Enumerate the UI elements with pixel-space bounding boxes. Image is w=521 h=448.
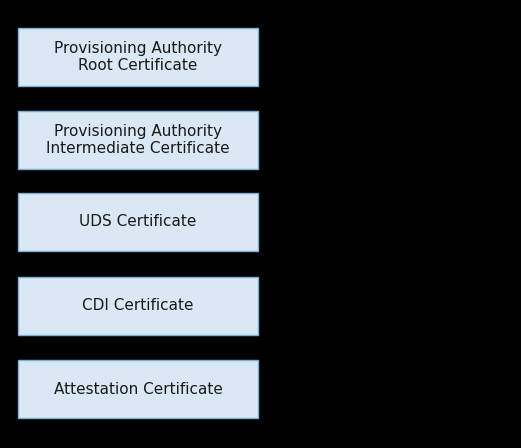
FancyBboxPatch shape <box>18 360 258 418</box>
Text: Provisioning Authority
Root Certificate: Provisioning Authority Root Certificate <box>54 41 222 73</box>
FancyBboxPatch shape <box>18 277 258 335</box>
Text: CDI Certificate: CDI Certificate <box>82 298 194 314</box>
Text: Attestation Certificate: Attestation Certificate <box>54 382 222 396</box>
FancyBboxPatch shape <box>18 28 258 86</box>
FancyBboxPatch shape <box>18 111 258 169</box>
FancyBboxPatch shape <box>18 193 258 251</box>
Text: UDS Certificate: UDS Certificate <box>79 215 197 229</box>
Text: Provisioning Authority
Intermediate Certificate: Provisioning Authority Intermediate Cert… <box>46 124 230 156</box>
